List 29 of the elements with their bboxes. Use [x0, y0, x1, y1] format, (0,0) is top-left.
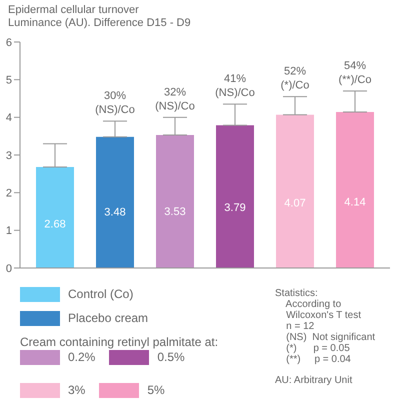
data-label: 4.14	[344, 196, 366, 209]
annotation: 32% (NS)/Co	[155, 86, 195, 112]
data-label: 3.53	[164, 206, 186, 218]
annotation: 52% (*)/Co	[280, 66, 310, 92]
y-tick-label: 1	[6, 225, 12, 238]
legend-label: 3%	[68, 383, 86, 398]
chart-subtitle: Luminance (AU). Difference D15 - D9	[8, 17, 191, 30]
legend-label: 0.5%	[157, 350, 185, 365]
y-tick-label: 4	[6, 112, 12, 124]
data-label: 3.79	[224, 202, 246, 214]
text: Cream containing retinyl palmitate at:	[20, 335, 220, 350]
y-tick-label: 0	[6, 262, 12, 275]
y-tick-label: 6	[6, 36, 12, 49]
data-label: 3.48	[104, 206, 126, 219]
annotation: 30% (NS)/Co	[95, 90, 135, 116]
data-label: 2.68	[44, 218, 66, 231]
y-tick-label: 3	[6, 150, 12, 162]
legend-label: Control (Co)	[68, 287, 134, 302]
chart-title: Epidermal cellular turnover	[8, 4, 140, 17]
text: Statistics: According to Wilcoxon's T test n = 12 (NS) Not significant (*) p = 0.05 (**) p = 0.04	[275, 288, 376, 365]
legend-label: 0.2%	[68, 350, 96, 365]
annotation: 54% (**)/Co	[338, 60, 372, 86]
y-tick-label: 2	[6, 188, 12, 200]
legend-label: Placebo cream	[68, 311, 148, 326]
legend-label: 5%	[147, 383, 165, 398]
annotation: 41% (NS)/Co	[215, 73, 255, 100]
y-tick-label: 5	[6, 74, 12, 87]
text: AU: Arbitrary Unit	[275, 375, 354, 386]
data-label: 4.07	[284, 198, 306, 210]
